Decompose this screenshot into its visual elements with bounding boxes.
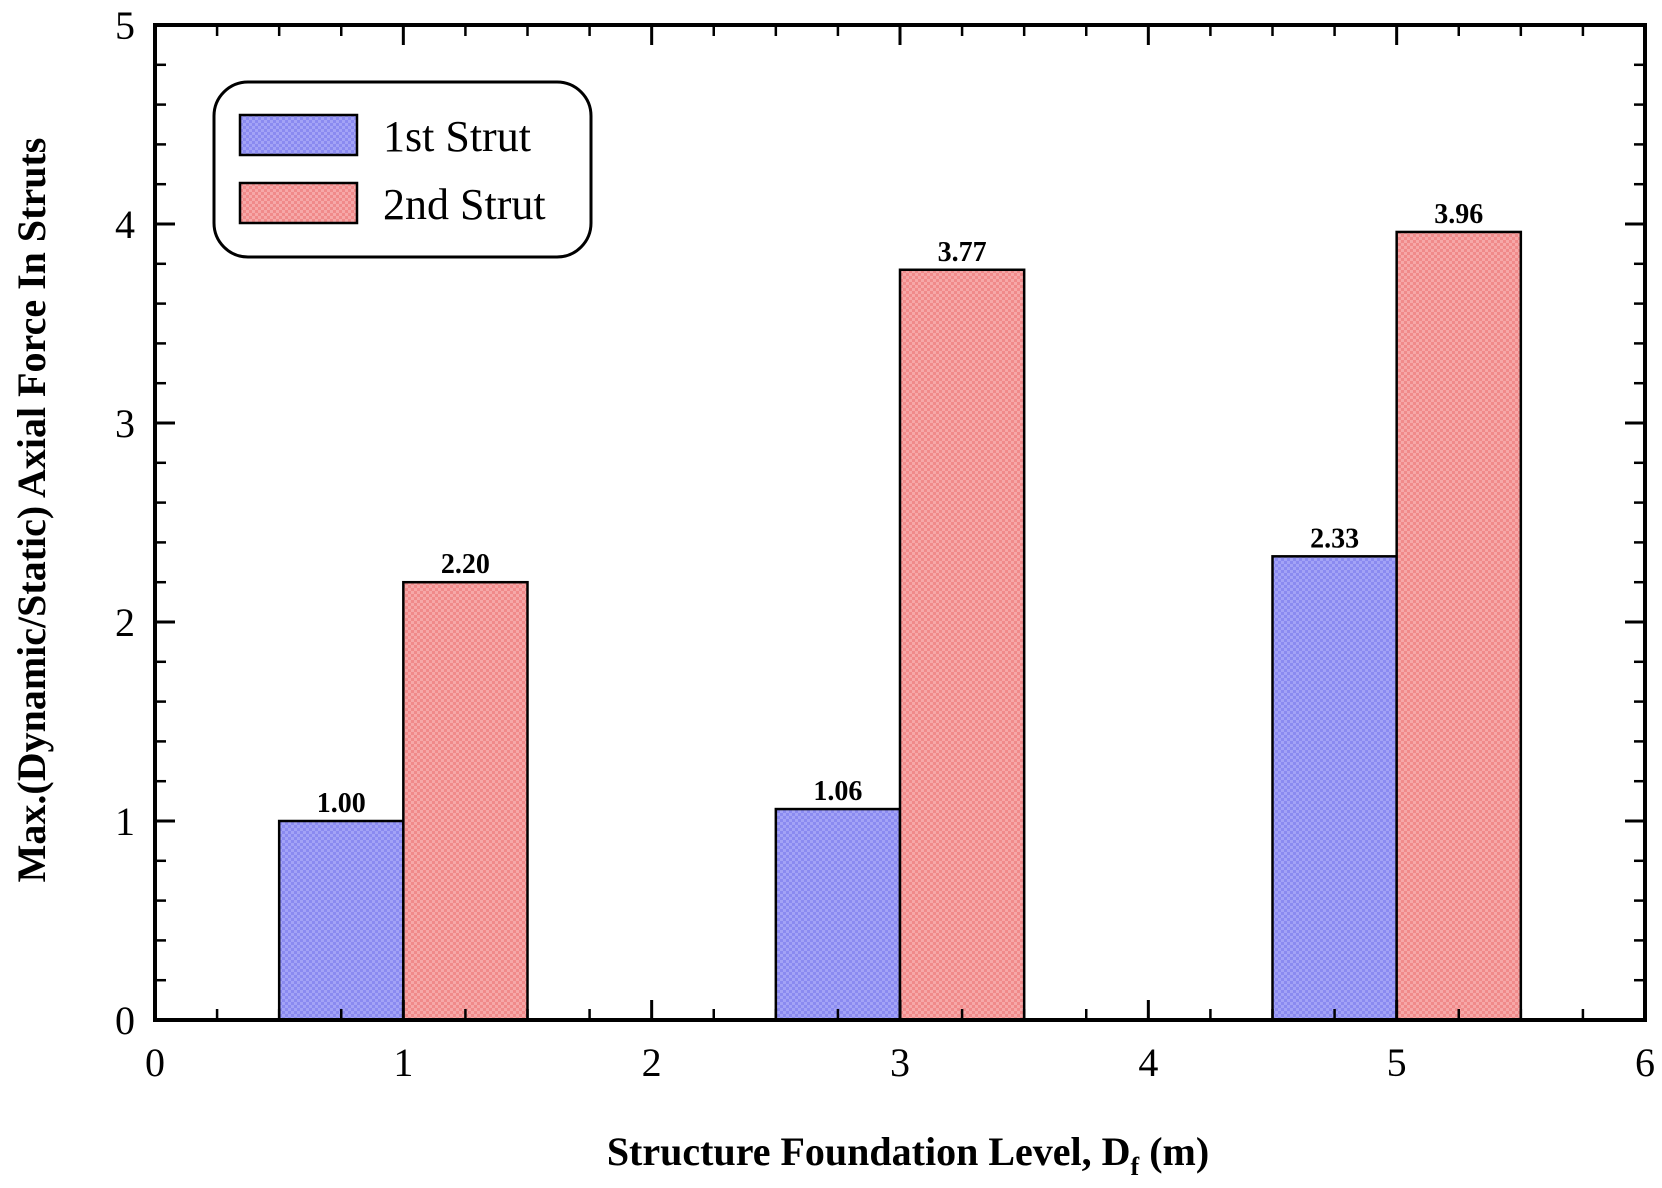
- bar-2nd-strut-x5: [1395, 230, 1523, 1022]
- legend: 1st Strut 2nd Strut: [212, 80, 593, 259]
- data-label-2nd-strut-x3: 3.77: [938, 237, 987, 268]
- x-tick-label: 6: [1635, 1040, 1655, 1085]
- legend-swatch-1st-strut: [238, 113, 359, 157]
- bar-2nd-strut-x3: [898, 268, 1026, 1022]
- data-label-1st-strut-x5: 2.33: [1310, 523, 1359, 554]
- y-tick-label: 1: [115, 799, 135, 844]
- tick-labels: 0 1 2 3 4 5 6 0 1 2 3 4 5: [115, 3, 1655, 1085]
- y-tick-label: 5: [115, 3, 135, 48]
- data-label-1st-strut-x1: 1.00: [317, 788, 366, 819]
- x-tick-label: 0: [145, 1040, 165, 1085]
- data-label-1st-strut-x3: 1.06: [813, 776, 862, 807]
- x-tick-label: 3: [890, 1040, 910, 1085]
- y-tick-label: 3: [115, 401, 135, 446]
- legend-label-2nd-strut: 2nd Strut: [383, 180, 546, 229]
- x-tick-label: 5: [1387, 1040, 1407, 1085]
- x-axis-title-main: Structure Foundation Level, D: [607, 1129, 1131, 1174]
- bar-1st-strut-x1: [277, 819, 405, 1022]
- legend-box: [212, 80, 593, 259]
- x-tick-label: 4: [1138, 1040, 1158, 1085]
- legend-label-1st-strut: 1st Strut: [383, 112, 531, 161]
- x-axis-title-unit: (m): [1139, 1129, 1209, 1174]
- bar-labels-layer: 1.00 2.20 1.06 3.77 2.33 3.96: [317, 199, 1484, 819]
- data-label-2nd-strut-x5: 3.96: [1434, 199, 1483, 230]
- x-axis-title-subscript: f: [1131, 1152, 1140, 1181]
- y-tick-label: 2: [115, 600, 135, 645]
- y-tick-label: 0: [115, 998, 135, 1043]
- bar-1st-strut-x5: [1271, 555, 1398, 1022]
- axis-ticks: [153, 23, 1647, 1022]
- data-label-2nd-strut-x1: 2.20: [441, 549, 490, 580]
- x-axis-title: Structure Foundation Level, Df (m): [607, 1129, 1209, 1181]
- bar-1st-strut-x3: [774, 807, 902, 1022]
- bar-2nd-strut-x1: [402, 580, 529, 1022]
- y-tick-label: 4: [115, 202, 135, 247]
- y-axis-title: Max.(Dynamic/Static) Axial Force In Stru…: [9, 138, 54, 883]
- legend-swatch-2nd-strut: [238, 181, 359, 225]
- x-tick-label: 2: [642, 1040, 662, 1085]
- bars-layer: [277, 230, 1523, 1022]
- x-tick-label: 1: [393, 1040, 413, 1085]
